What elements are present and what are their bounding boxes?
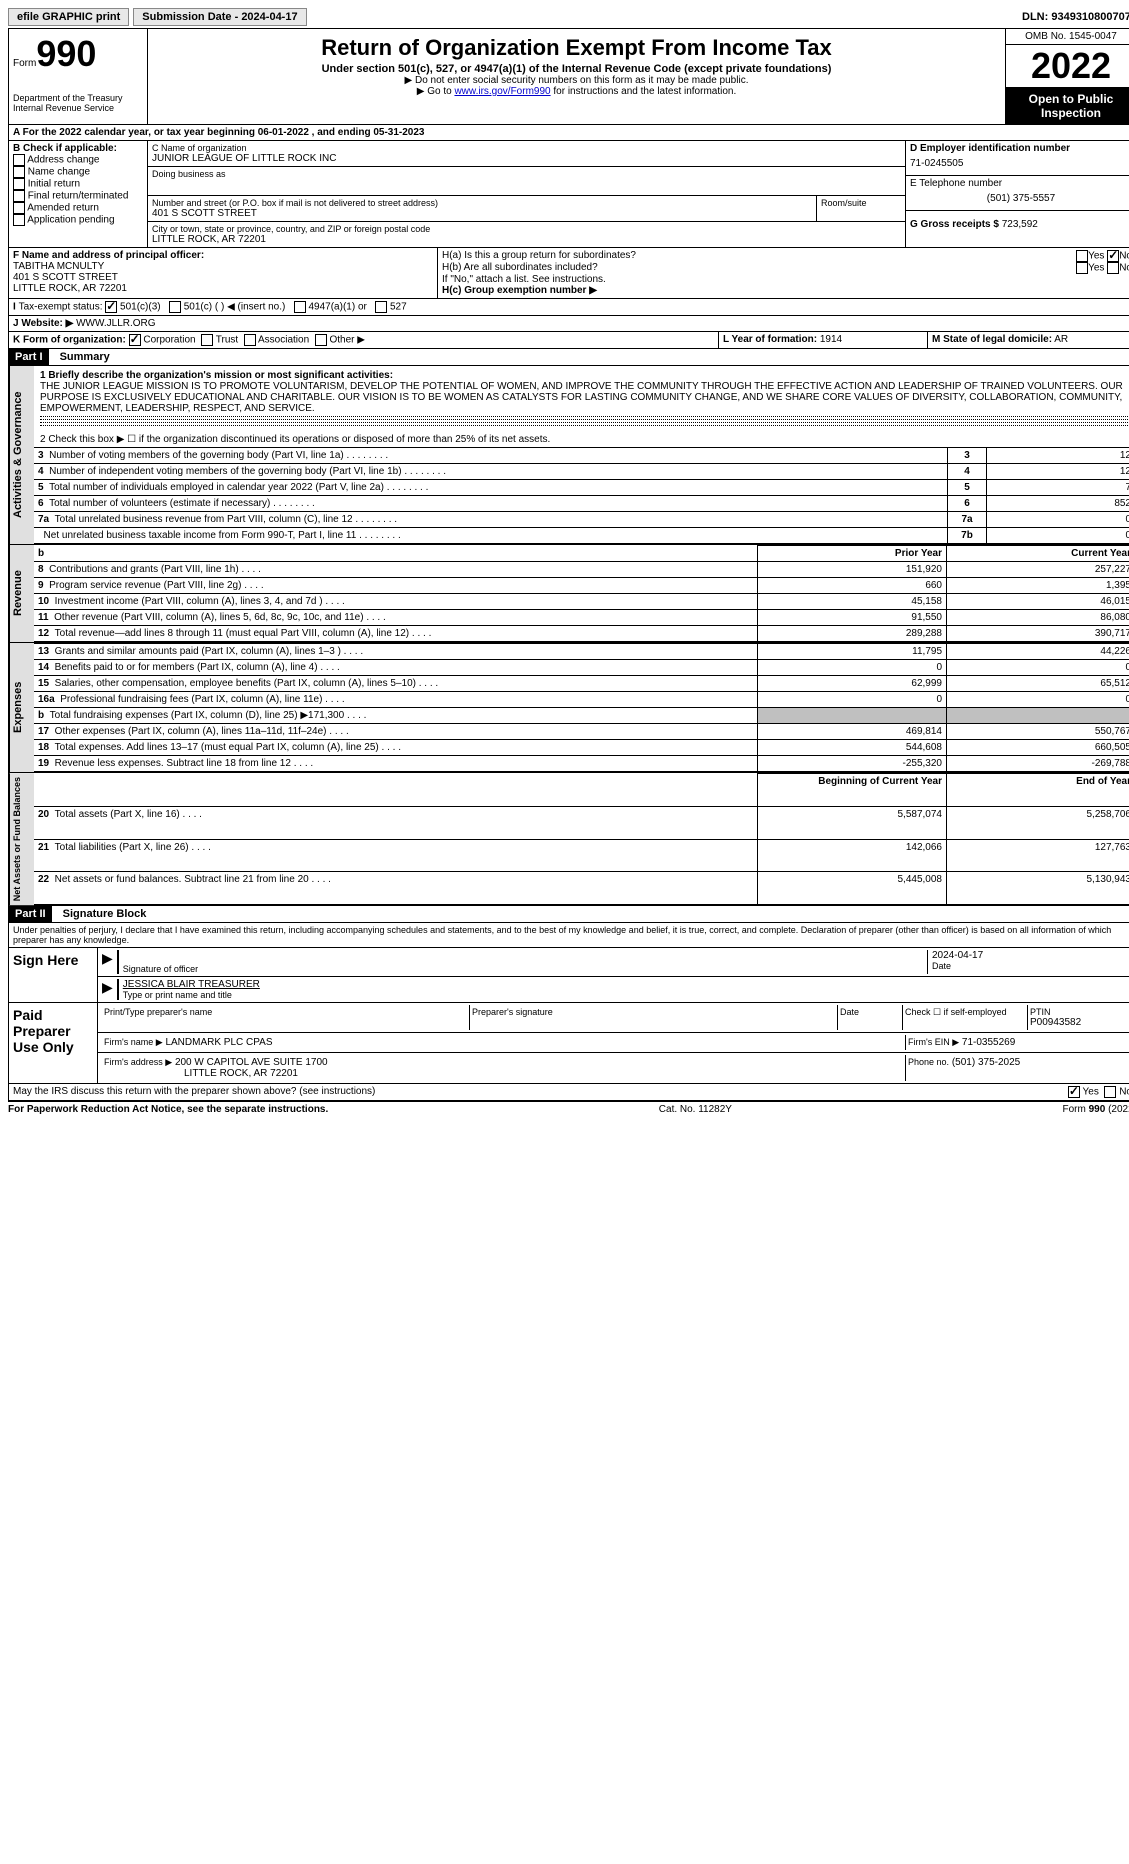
section-fh: F Name and address of principal officer:… xyxy=(8,248,1129,299)
netassets-table: Beginning of Current YearEnd of Year20 T… xyxy=(34,773,1129,905)
form-title: Return of Organization Exempt From Incom… xyxy=(152,35,1001,61)
discuss-no-checkbox[interactable] xyxy=(1104,1086,1116,1098)
firm-name: LANDMARK PLC CPAS xyxy=(165,1037,272,1048)
527-checkbox[interactable] xyxy=(375,301,387,313)
section-f: F Name and address of principal officer:… xyxy=(9,248,438,298)
declaration-text: Under penalties of perjury, I declare th… xyxy=(8,923,1129,948)
section-bcde: B Check if applicable: Address change Na… xyxy=(8,141,1129,248)
b-option-checkbox[interactable] xyxy=(13,214,25,226)
state-domicile: AR xyxy=(1054,334,1068,345)
form-header: Form990 Department of the Treasury Inter… xyxy=(8,28,1129,125)
ptin: P00943582 xyxy=(1030,1017,1129,1028)
k-trust-checkbox[interactable] xyxy=(201,334,213,346)
part1-header: Part I Summary xyxy=(8,349,1129,366)
hb-no-checkbox[interactable] xyxy=(1107,262,1119,274)
irs-link[interactable]: www.irs.gov/Form990 xyxy=(454,86,550,97)
501c-checkbox[interactable] xyxy=(169,301,181,313)
revenue-table: bPrior YearCurrent Year8 Contributions a… xyxy=(34,545,1129,642)
501c3-checkbox[interactable] xyxy=(105,301,117,313)
top-bar: efile GRAPHIC print Submission Date - 20… xyxy=(8,8,1129,26)
sig-date: 2024-04-17 xyxy=(932,950,1129,961)
submission-date-button[interactable]: Submission Date - 2024-04-17 xyxy=(133,8,306,26)
year-formation: 1914 xyxy=(820,334,842,345)
b-option-checkbox[interactable] xyxy=(13,190,25,202)
ein: 71-0245505 xyxy=(910,154,1129,173)
section-h: H(a) Is this a group return for subordin… xyxy=(438,248,1129,298)
governance-table: 3 Number of voting members of the govern… xyxy=(34,447,1129,544)
form-note-1: ▶ Do not enter social security numbers o… xyxy=(152,75,1001,86)
mission-text: THE JUNIOR LEAGUE MISSION IS TO PROMOTE … xyxy=(40,381,1129,414)
page-footer: For Paperwork Reduction Act Notice, see … xyxy=(8,1101,1129,1115)
typed-name: JESSICA BLAIR TREASURER xyxy=(123,979,1129,990)
b-option-checkbox[interactable] xyxy=(13,178,25,190)
website: WWW.JLLR.ORG xyxy=(76,318,155,329)
prep-phone: (501) 375-2025 xyxy=(952,1057,1020,1068)
discuss-yes-checkbox[interactable] xyxy=(1068,1086,1080,1098)
paid-preparer-label: Paid Preparer Use Only xyxy=(9,1003,98,1083)
section-j: J Website: ▶ WWW.JLLR.ORG xyxy=(8,316,1129,332)
dept-treasury: Department of the Treasury xyxy=(13,93,143,103)
ha-yes-checkbox[interactable] xyxy=(1076,250,1088,262)
ha-no-checkbox[interactable] xyxy=(1107,250,1119,262)
firm-addr1: 200 W CAPITOL AVE SUITE 1700 xyxy=(175,1057,328,1068)
b-option-checkbox[interactable] xyxy=(13,166,25,178)
firm-ein: 71-0355269 xyxy=(962,1037,1015,1048)
4947-checkbox[interactable] xyxy=(294,301,306,313)
section-i: I Tax-exempt status: 501(c)(3) 501(c) ( … xyxy=(8,299,1129,316)
paid-preparer-section: Paid Preparer Use Only Print/Type prepar… xyxy=(8,1003,1129,1084)
gross-receipts: 723,592 xyxy=(1002,219,1038,230)
section-b: B Check if applicable: Address change Na… xyxy=(9,141,148,247)
revenue-side-label: Revenue xyxy=(9,545,34,642)
header-title-area: Return of Organization Exempt From Incom… xyxy=(148,29,1005,124)
form-number-box: Form990 Department of the Treasury Inter… xyxy=(9,29,148,124)
sign-here-section: Sign Here ▶ Signature of officer 2024-04… xyxy=(8,948,1129,1003)
expenses-section: Expenses 13 Grants and similar amounts p… xyxy=(8,643,1129,773)
part2-header: Part II Signature Block xyxy=(8,906,1129,923)
efile-button[interactable]: efile GRAPHIC print xyxy=(8,8,129,26)
b-option-checkbox[interactable] xyxy=(13,154,25,166)
revenue-section: Revenue bPrior YearCurrent Year8 Contrib… xyxy=(8,545,1129,643)
section-klm: K Form of organization: Corporation Trus… xyxy=(8,332,1129,349)
part1-body: Activities & Governance 1 Briefly descri… xyxy=(8,366,1129,545)
officer-addr1: 401 S SCOTT STREET xyxy=(13,272,433,283)
firm-addr2: LITTLE ROCK, AR 72201 xyxy=(104,1068,903,1079)
netassets-section: Net Assets or Fund Balances Beginning of… xyxy=(8,773,1129,906)
officer-addr2: LITTLE ROCK, AR 72201 xyxy=(13,283,433,294)
org-name: JUNIOR LEAGUE OF LITTLE ROCK INC xyxy=(152,153,901,164)
section-a-calendar: A For the 2022 calendar year, or tax yea… xyxy=(8,125,1129,141)
tax-year: 2022 xyxy=(1006,45,1129,88)
irs-label: Internal Revenue Service xyxy=(13,103,143,113)
phone: (501) 375-5557 xyxy=(910,189,1129,208)
form-subtitle: Under section 501(c), 527, or 4947(a)(1)… xyxy=(152,63,1001,75)
section-c: C Name of organization JUNIOR LEAGUE OF … xyxy=(148,141,906,247)
discuss-row: May the IRS discuss this return with the… xyxy=(8,1084,1129,1101)
k-other-checkbox[interactable] xyxy=(315,334,327,346)
city-state-zip: LITTLE ROCK, AR 72201 xyxy=(152,234,901,245)
netassets-side-label: Net Assets or Fund Balances xyxy=(9,773,34,905)
open-public-badge: Open to Public Inspection xyxy=(1006,88,1129,124)
street-address: 401 S SCOTT STREET xyxy=(152,208,812,219)
sign-here-label: Sign Here xyxy=(9,948,98,1002)
b-option-checkbox[interactable] xyxy=(13,202,25,214)
expenses-table: 13 Grants and similar amounts paid (Part… xyxy=(34,643,1129,772)
k-assoc-checkbox[interactable] xyxy=(244,334,256,346)
header-right-box: OMB No. 1545-0047 2022 Open to Public In… xyxy=(1005,29,1129,124)
expenses-side-label: Expenses xyxy=(9,643,34,772)
officer-name: TABITHA MCNULTY xyxy=(13,261,433,272)
dln-label: DLN: 93493108007074 xyxy=(1022,11,1129,23)
section-deg: D Employer identification number 71-0245… xyxy=(906,141,1129,247)
k-corp-checkbox[interactable] xyxy=(129,334,141,346)
governance-side-label: Activities & Governance xyxy=(9,366,34,544)
hb-yes-checkbox[interactable] xyxy=(1076,262,1088,274)
form-note-2: ▶ Go to www.irs.gov/Form990 for instruct… xyxy=(152,86,1001,97)
omb-number: OMB No. 1545-0047 xyxy=(1006,29,1129,45)
